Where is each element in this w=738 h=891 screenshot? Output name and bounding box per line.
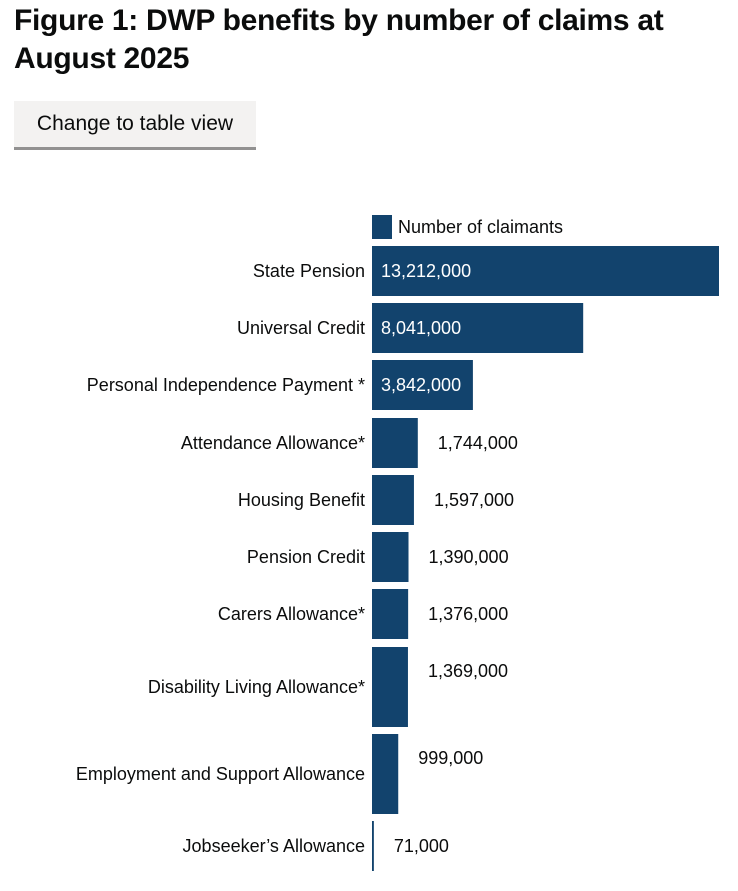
data-label: 1,597,000 xyxy=(434,490,514,510)
category-label: Disability Living Allowance* xyxy=(148,677,365,697)
bar xyxy=(372,246,719,296)
bar xyxy=(372,532,409,582)
bar xyxy=(372,475,414,525)
chart-legend: Number of claimants xyxy=(372,215,563,239)
data-label: 1,376,000 xyxy=(428,604,508,624)
figure-title: Figure 1: DWP benefits by number of clai… xyxy=(14,4,664,75)
data-label: 1,369,000 xyxy=(428,661,508,681)
data-label: 999,000 xyxy=(418,748,483,768)
legend-swatch xyxy=(372,215,392,239)
bar xyxy=(372,360,473,410)
data-label: 1,744,000 xyxy=(438,433,518,453)
category-label: Jobseeker’s Allowance xyxy=(183,836,365,856)
data-label: 3,842,000 xyxy=(381,375,461,395)
bar xyxy=(372,589,409,639)
data-label: 1,390,000 xyxy=(429,547,509,567)
data-label: 71,000 xyxy=(394,836,449,856)
bar xyxy=(372,647,408,727)
data-label: 13,212,000 xyxy=(381,261,471,281)
category-label: Employment and Support Allowance xyxy=(76,764,365,784)
bar xyxy=(372,418,418,468)
category-label: Universal Credit xyxy=(237,318,365,338)
category-label: Personal Independence Payment * xyxy=(87,375,365,395)
bar xyxy=(372,734,399,814)
data-label: 8,041,000 xyxy=(381,318,461,338)
category-label: Pension Credit xyxy=(247,547,365,567)
category-label: Housing Benefit xyxy=(238,490,365,510)
category-label: State Pension xyxy=(253,261,365,281)
legend-label: Number of claimants xyxy=(398,217,563,237)
bar xyxy=(372,821,374,871)
bar xyxy=(372,303,584,353)
category-label: Carers Allowance* xyxy=(218,604,365,624)
category-label: Attendance Allowance* xyxy=(181,433,365,453)
change-to-table-view-button[interactable]: Change to table view xyxy=(14,101,256,150)
